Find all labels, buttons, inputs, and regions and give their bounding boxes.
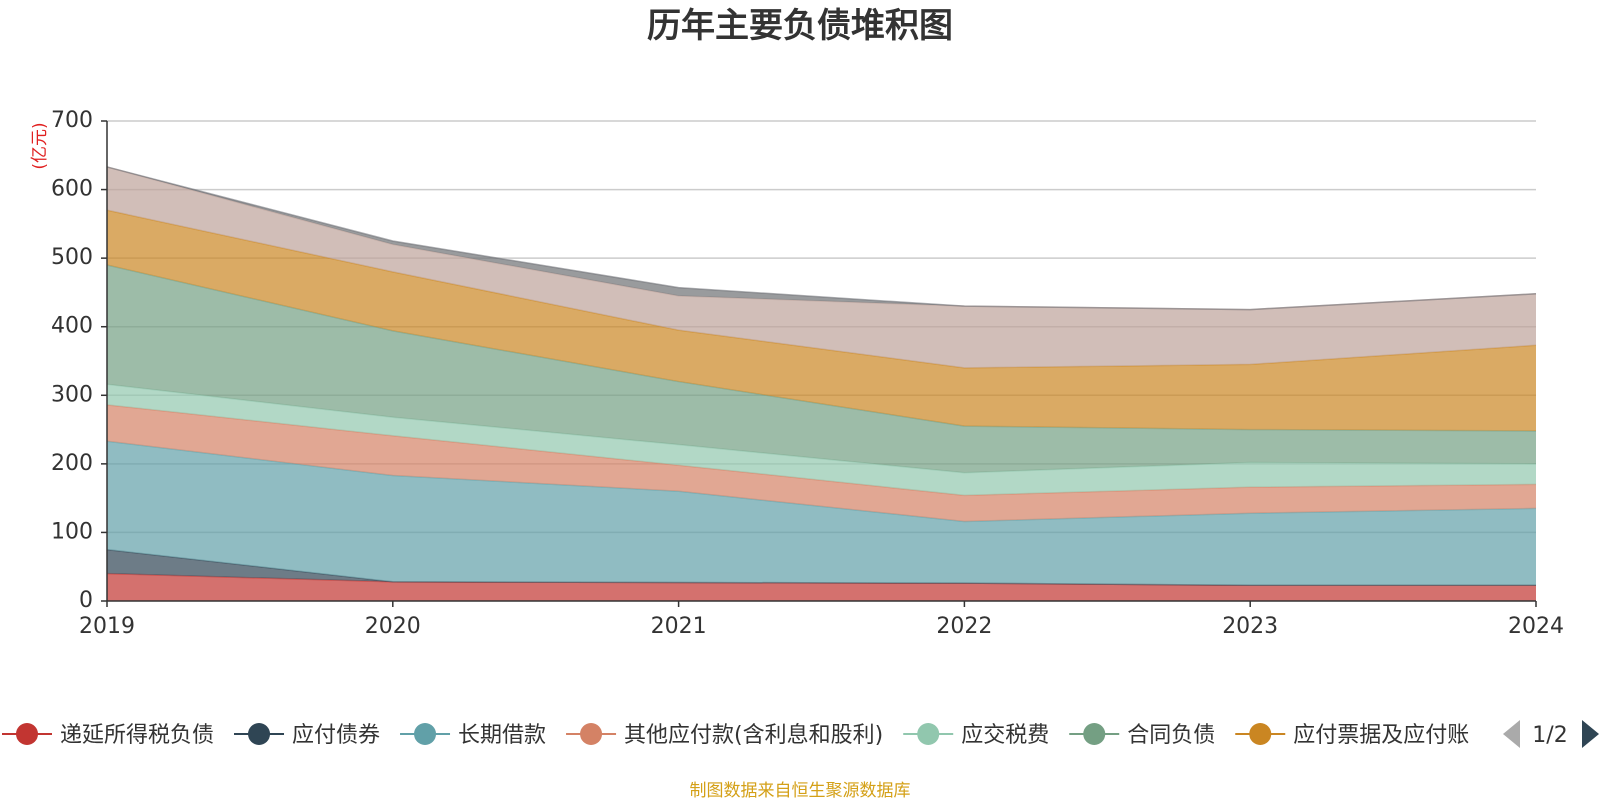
- legend-item[interactable]: 递延所得税负债: [2, 723, 214, 748]
- area-合同负债: [107, 265, 1536, 473]
- legend-label: 其他应付款(含利息和股利): [624, 723, 883, 748]
- y-axis-unit-label: (亿元): [30, 122, 50, 169]
- area-应交税费: [107, 384, 1536, 496]
- legend-item[interactable]: 长期借款: [400, 723, 546, 748]
- legend-label: 递延所得税负债: [60, 723, 214, 748]
- y-tick-label: 300: [51, 382, 93, 407]
- data-source-note: 制图数据来自恒生聚源数据库: [690, 781, 911, 800]
- area-应付票据及应付账款: [107, 210, 1536, 431]
- y-tick-label: 0: [79, 588, 93, 613]
- legend: 递延所得税负债 应付债券 长期借款 其他应付款(含利息和股利) 应交税费 合同负债 应付票据…: [2, 723, 1469, 748]
- x-tick-label: 2022: [936, 614, 992, 639]
- legend-item[interactable]: 应付票据及应付账: [1235, 723, 1469, 748]
- axes: 0 100 200 300 400 500 600 700 2019 2020 2021 2022 20…: [51, 108, 1564, 639]
- legend-item[interactable]: 应付债券: [234, 723, 380, 748]
- chart-title: 历年主要负债堆积图: [647, 6, 953, 46]
- legend-label: 合同负债: [1127, 723, 1215, 748]
- legend-pager: 1/2: [1503, 720, 1599, 748]
- area-长期借款: [107, 441, 1536, 586]
- legend-marker: [1249, 723, 1272, 745]
- y-tick-label: 200: [51, 451, 93, 476]
- legend-item[interactable]: 合同负债: [1069, 723, 1215, 748]
- legend-label: 应付票据及应付账: [1293, 723, 1469, 748]
- legend-page-indicator: 1/2: [1532, 723, 1567, 748]
- x-tick-label: 2023: [1222, 614, 1278, 639]
- y-tick-label: 100: [51, 519, 93, 544]
- area-series-8: [107, 166, 1536, 368]
- x-tick-label: 2019: [79, 614, 135, 639]
- y-tick-label: 400: [51, 314, 93, 339]
- legend-label: 应付债券: [292, 723, 380, 748]
- legend-marker: [1083, 723, 1106, 745]
- legend-marker: [580, 723, 603, 745]
- legend-item[interactable]: 应交税费: [903, 723, 1049, 748]
- legend-marker: [16, 723, 38, 745]
- next-page-icon[interactable]: [1582, 720, 1599, 748]
- x-tick-label: 2021: [651, 614, 707, 639]
- legend-label: 长期借款: [458, 723, 546, 748]
- area-edge-series-9: [106, 166, 1537, 311]
- x-tick-label: 2024: [1508, 614, 1564, 639]
- legend-item[interactable]: 其他应付款(含利息和股利): [566, 723, 883, 748]
- prev-page-icon[interactable]: [1503, 720, 1520, 748]
- legend-label: 应交税费: [961, 723, 1049, 748]
- area-其他应付款(含利息和股利): [107, 404, 1536, 522]
- area-series-layer: [106, 166, 1537, 601]
- legend-marker: [248, 723, 271, 745]
- y-tick-label: 500: [51, 245, 93, 270]
- x-tick-label: 2020: [365, 614, 421, 639]
- y-tick-label: 600: [51, 177, 93, 202]
- legend-marker: [917, 723, 940, 745]
- area-递延所得税负债: [107, 573, 1536, 601]
- y-tick-label: 700: [51, 108, 93, 133]
- legend-marker: [414, 723, 437, 745]
